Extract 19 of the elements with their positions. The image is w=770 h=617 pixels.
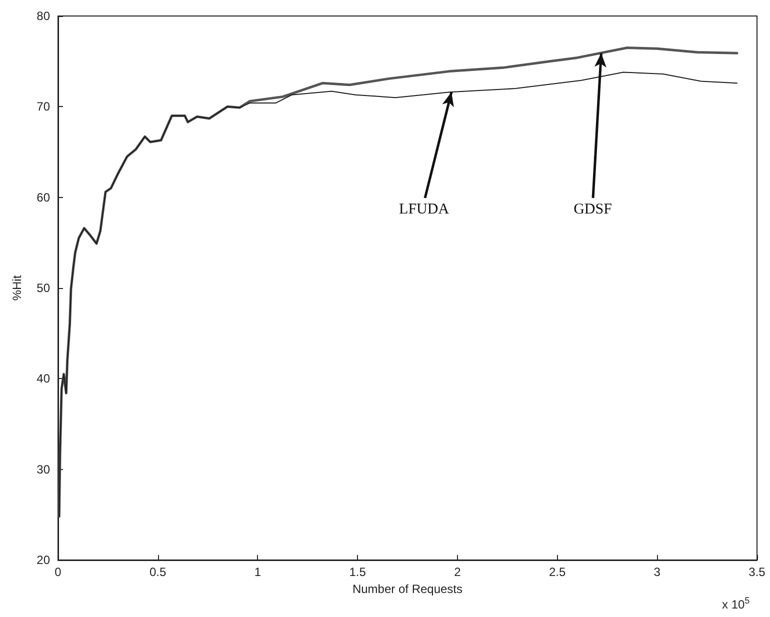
x-tick-label: 0.5 (150, 565, 167, 579)
y-tick-label: 20 (36, 553, 50, 567)
y-tick-label: 70 (36, 100, 50, 114)
x-tick-label: 2.5 (548, 565, 566, 579)
y-tick-label: 80 (36, 9, 50, 23)
annotation: LFUDA (399, 201, 450, 218)
x-tick-label: 3 (654, 565, 661, 579)
y-tick-label: 30 (36, 462, 50, 476)
y-tick-label: 50 (36, 281, 50, 295)
x-tick-label: 0 (54, 565, 62, 579)
x-tick-label: 3.5 (748, 565, 766, 579)
y-tick-label: 40 (36, 372, 50, 386)
annotation: GDSF (574, 201, 612, 218)
x-tick-label: 1.5 (349, 565, 366, 579)
x-axis-title: Number of Requests (352, 582, 463, 596)
x-tick-label: 1 (254, 565, 262, 579)
y-tick-label: 60 (36, 190, 50, 204)
x-tick-label: 2 (454, 565, 462, 579)
y-axis-title: %Hit (10, 274, 24, 301)
